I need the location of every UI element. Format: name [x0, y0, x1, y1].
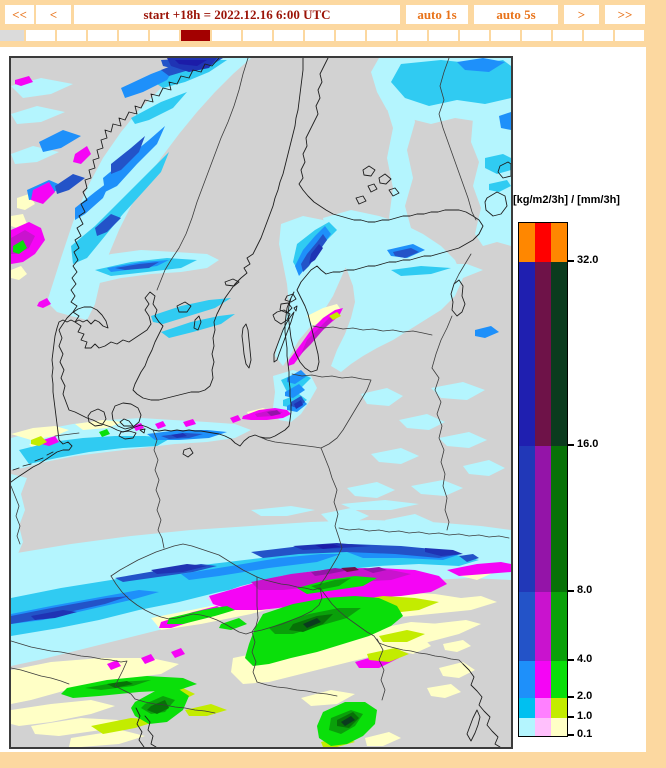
timeline-segment[interactable]	[553, 30, 582, 41]
legend-row	[519, 698, 567, 718]
toolbar-button-step-forward[interactable]: >	[564, 5, 599, 24]
legend-color-cell	[519, 718, 535, 736]
toolbar-button-jump-forward[interactable]: >>	[605, 5, 645, 24]
country-borders	[11, 58, 510, 714]
legend-row	[519, 262, 567, 446]
legend-tick	[568, 590, 574, 592]
legend-color-cell	[535, 698, 551, 718]
timeline-segment[interactable]	[0, 30, 24, 41]
legend-row	[519, 592, 567, 661]
timeline-segment[interactable]	[429, 30, 458, 41]
legend-tick-label: 2.0	[577, 690, 593, 702]
map-frame	[9, 56, 513, 749]
timeline-segment[interactable]	[212, 30, 241, 41]
legend-tick	[568, 444, 574, 446]
timeline-segment[interactable]	[367, 30, 396, 41]
legend-color-cell	[535, 262, 551, 446]
timeline-segment[interactable]	[305, 30, 334, 41]
legend-color-cell	[551, 592, 567, 661]
timeline-segment-current[interactable]	[181, 30, 210, 41]
legend-title: [kg/m2/3h] / [mm/3h]	[513, 194, 620, 206]
precip-snow-max	[303, 618, 355, 726]
legend-color-cell	[535, 661, 551, 698]
legend-color-cell	[519, 446, 535, 592]
timeline-segment[interactable]	[274, 30, 303, 41]
timeline-slider[interactable]	[0, 30, 646, 41]
legend-row	[519, 223, 567, 262]
coastlines	[11, 58, 511, 747]
timeline-segment[interactable]	[88, 30, 117, 41]
legend-color-cell	[551, 262, 567, 446]
legend-row	[519, 446, 567, 592]
legend-tick-label: 1.0	[577, 710, 593, 722]
timeline-segment[interactable]	[491, 30, 520, 41]
legend-tick	[568, 659, 574, 661]
legend-color-cell	[551, 223, 567, 262]
legend-row	[519, 718, 567, 736]
legend-color-cell	[535, 718, 551, 736]
legend-color-cell	[535, 223, 551, 262]
precip-rain-intense	[11, 58, 479, 624]
legend-color-cell	[519, 223, 535, 262]
toolbar-button-jump-back[interactable]: <<	[5, 5, 34, 24]
timeline-segment[interactable]	[522, 30, 551, 41]
timeline-segment[interactable]	[615, 30, 644, 41]
legend-color-cell	[535, 446, 551, 592]
toolbar-button-auto-1s[interactable]: auto 1s	[406, 5, 468, 24]
timeline-segment[interactable]	[57, 30, 86, 41]
legend-color-cell	[551, 661, 567, 698]
timeline-segment[interactable]	[119, 30, 148, 41]
toolbar-button-auto-5s[interactable]: auto 5s	[474, 5, 558, 24]
legend-color-cell	[519, 592, 535, 661]
timeline-segment[interactable]	[150, 30, 179, 41]
legend-tick	[568, 696, 574, 698]
precip-rain-max	[175, 60, 341, 549]
legend-color-cell	[519, 661, 535, 698]
legend-color-bar	[518, 222, 568, 737]
legend-tick	[568, 716, 574, 718]
legend-tick-label: 8.0	[577, 584, 593, 596]
legend-color-cell	[551, 718, 567, 736]
legend-tick	[568, 734, 574, 736]
timeline-segment[interactable]	[398, 30, 427, 41]
precip-mixed-intense	[267, 410, 387, 576]
legend-tick-label: 32.0	[577, 254, 599, 266]
legend-tick	[568, 260, 574, 262]
timeline-segment[interactable]	[243, 30, 272, 41]
legend-tick-label: 0.1	[577, 728, 593, 740]
precip-mixed-max	[341, 567, 359, 572]
precipitation-map	[11, 58, 511, 747]
legend-tick-label: 16.0	[577, 438, 599, 450]
legend-color-cell	[551, 698, 567, 718]
timeline-segment[interactable]	[26, 30, 55, 41]
legend-color-cell	[519, 698, 535, 718]
timeline-segment[interactable]	[336, 30, 365, 41]
legend-color-cell	[519, 262, 535, 446]
timeline-segment[interactable]	[460, 30, 489, 41]
content-panel: [kg/m2/3h] / [mm/3h] 32.0 16.0 8.0 4.0 2.0 1.…	[0, 47, 646, 752]
toolbar-button-step-back[interactable]: <	[36, 5, 71, 24]
legend-color-cell	[551, 446, 567, 592]
timeline-segment[interactable]	[584, 30, 613, 41]
legend-tick-label: 4.0	[577, 653, 593, 665]
legend-row	[519, 661, 567, 698]
toolbar-button-time-display[interactable]: start +18h = 2022.12.16 6:00 UTC	[74, 5, 400, 24]
legend-color-cell	[535, 592, 551, 661]
